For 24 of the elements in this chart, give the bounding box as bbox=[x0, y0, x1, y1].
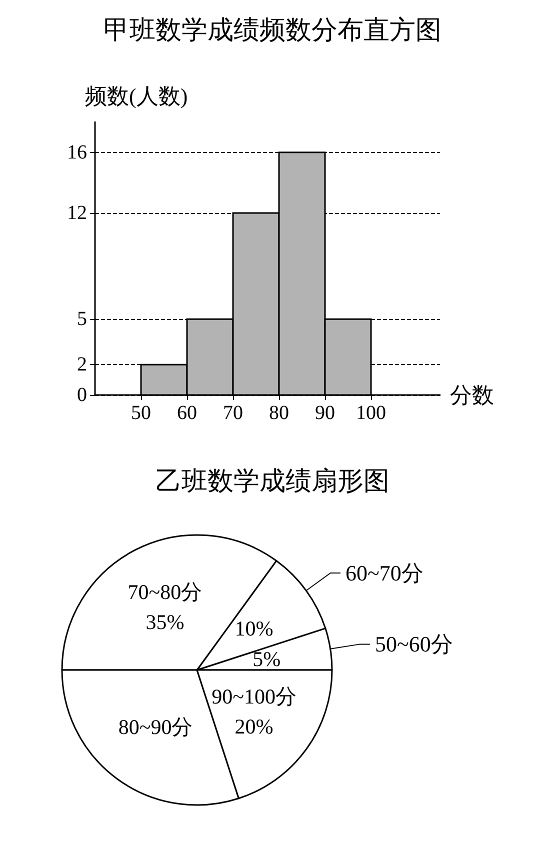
x-tick-label: 80 bbox=[269, 402, 289, 424]
slice-label: 90~100分 bbox=[212, 684, 296, 708]
data-label: 35% bbox=[146, 610, 184, 634]
data-label: 10% bbox=[234, 616, 274, 641]
y-tick-label: 5 bbox=[77, 308, 87, 330]
y-tick-label: 16 bbox=[67, 141, 87, 164]
chart-title: 甲班数学成绩频数分布直方图 bbox=[104, 16, 442, 44]
x-tick-label: 70 bbox=[223, 402, 243, 424]
x-tick-label: 60 bbox=[177, 402, 197, 424]
x-tick-label: 100 bbox=[356, 402, 386, 424]
data-label: 5% bbox=[252, 646, 281, 671]
y-tick-label: 2 bbox=[77, 354, 87, 376]
slice-label: 50~60分 bbox=[374, 632, 453, 657]
x-tick-label: 50 bbox=[131, 402, 151, 424]
slice-label: 80~90分 bbox=[118, 715, 193, 740]
y-tick-label: 0 bbox=[77, 384, 87, 406]
y-tick-label: 12 bbox=[67, 202, 87, 224]
x-tick-label: 90 bbox=[315, 402, 335, 424]
slice-label: 60~70分 bbox=[345, 560, 424, 586]
x-axis-title: 分数 bbox=[450, 382, 494, 408]
data-label: 20% bbox=[234, 714, 274, 738]
y-axis-title: 频数(人数) bbox=[85, 84, 188, 108]
slice-label: 70~80分 bbox=[128, 580, 202, 604]
chart-title: 乙班数学成绩扇形图 bbox=[156, 466, 390, 496]
